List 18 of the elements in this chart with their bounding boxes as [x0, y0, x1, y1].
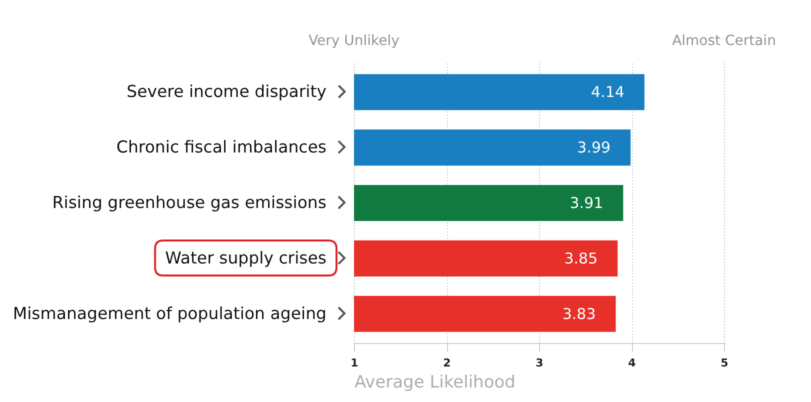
- x-tick-label: 1: [350, 356, 358, 370]
- y-tick-label: Mismanagement of population ageing: [12, 304, 326, 323]
- data-label: 3.83: [562, 304, 596, 323]
- x-tick-label: 4: [628, 356, 636, 370]
- x-tick-label: 2: [443, 356, 451, 370]
- data-label: 3.85: [564, 249, 598, 268]
- y-tick-label: Rising greenhouse gas emissions: [52, 193, 326, 212]
- data-label: 3.91: [570, 194, 604, 212]
- y-tick-label: Severe income disparity: [126, 82, 327, 102]
- text: Almost Certain: [672, 33, 776, 49]
- x-axis-title: Average Likelihood: [354, 372, 516, 392]
- data-label: 4.14: [591, 83, 624, 102]
- y-tick-label: Water supply crises: [165, 248, 326, 268]
- text: Very Unlikely: [308, 33, 400, 49]
- x-tick-label: 5: [720, 356, 728, 370]
- data-label: 3.99: [577, 138, 611, 157]
- x-tick-label: 3: [536, 356, 544, 370]
- y-tick-label: Chronic fiscal imbalances: [116, 138, 326, 157]
